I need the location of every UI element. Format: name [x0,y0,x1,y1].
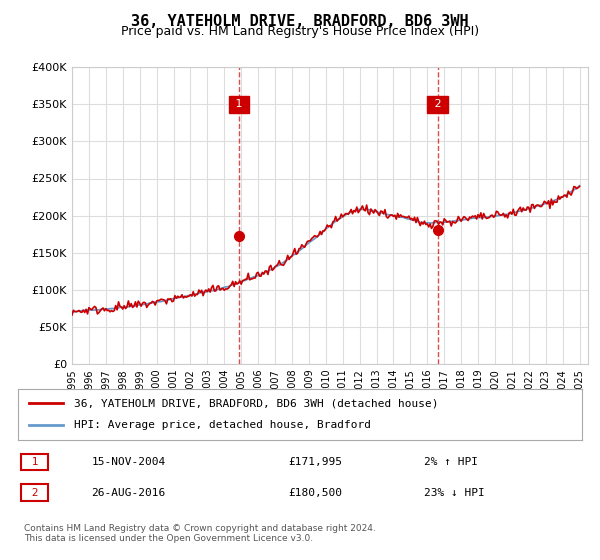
Text: 26-AUG-2016: 26-AUG-2016 [91,488,166,498]
Text: 36, YATEHOLM DRIVE, BRADFORD, BD6 3WH (detached house): 36, YATEHOLM DRIVE, BRADFORD, BD6 3WH (d… [74,398,439,408]
Text: HPI: Average price, detached house, Bradford: HPI: Average price, detached house, Brad… [74,421,371,431]
Text: 1: 1 [232,99,246,109]
Text: 2: 2 [25,488,45,498]
Text: 2: 2 [431,99,445,109]
Text: 1: 1 [25,457,45,467]
Text: 2% ↑ HPI: 2% ↑ HPI [424,457,478,467]
Text: £171,995: £171,995 [289,457,343,467]
Text: 36, YATEHOLM DRIVE, BRADFORD, BD6 3WH: 36, YATEHOLM DRIVE, BRADFORD, BD6 3WH [131,14,469,29]
Text: 15-NOV-2004: 15-NOV-2004 [91,457,166,467]
Text: 23% ↓ HPI: 23% ↓ HPI [424,488,485,498]
Text: Price paid vs. HM Land Registry's House Price Index (HPI): Price paid vs. HM Land Registry's House … [121,25,479,38]
Text: £180,500: £180,500 [289,488,343,498]
Text: Contains HM Land Registry data © Crown copyright and database right 2024.
This d: Contains HM Land Registry data © Crown c… [24,524,376,543]
